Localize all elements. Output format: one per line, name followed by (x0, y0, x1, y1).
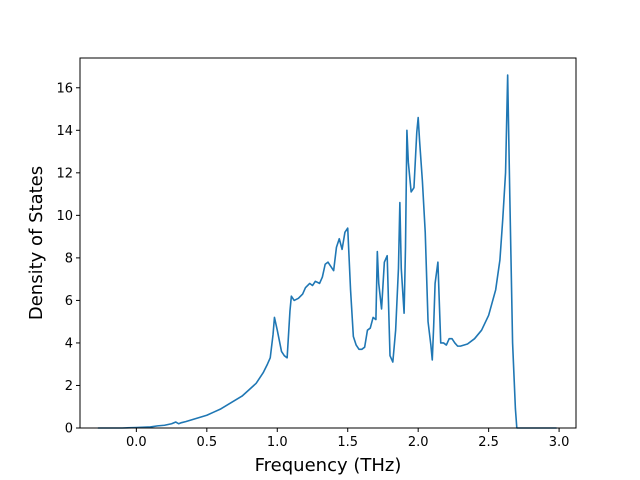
y-tick-label: 2 (65, 379, 73, 394)
x-tick-label: 0.0 (126, 435, 147, 450)
y-tick-label: 0 (65, 422, 73, 437)
x-tick-label: 2.0 (408, 435, 429, 450)
y-tick-label: 16 (56, 81, 73, 96)
plot-frame (79, 57, 577, 429)
y-tick-label: 14 (56, 124, 73, 139)
y-tick-label: 8 (65, 251, 73, 266)
y-tick-label: 12 (56, 166, 73, 181)
x-tick-label: 1.5 (337, 435, 358, 450)
x-tick-label: 2.5 (478, 435, 499, 450)
x-tick-label: 0.5 (196, 435, 217, 450)
y-tick-label: 6 (65, 294, 73, 309)
series-line (97, 74, 558, 429)
plot-area (80, 58, 576, 428)
y-tick-label: 4 (65, 336, 73, 351)
y-tick-label: 10 (56, 209, 73, 224)
x-axis-title: Frequency (THz) (255, 455, 402, 476)
ticks-layer: 0.0 0.5 1.0 1.5 2.0 2.5 3.0 0 2 4 6 8 10 12 14 16 (56, 81, 569, 450)
series-layer (97, 74, 558, 429)
y-axis-title: Density of States (26, 166, 47, 320)
x-tick-label: 3.0 (549, 435, 570, 450)
x-tick-label: 1.0 (267, 435, 288, 450)
